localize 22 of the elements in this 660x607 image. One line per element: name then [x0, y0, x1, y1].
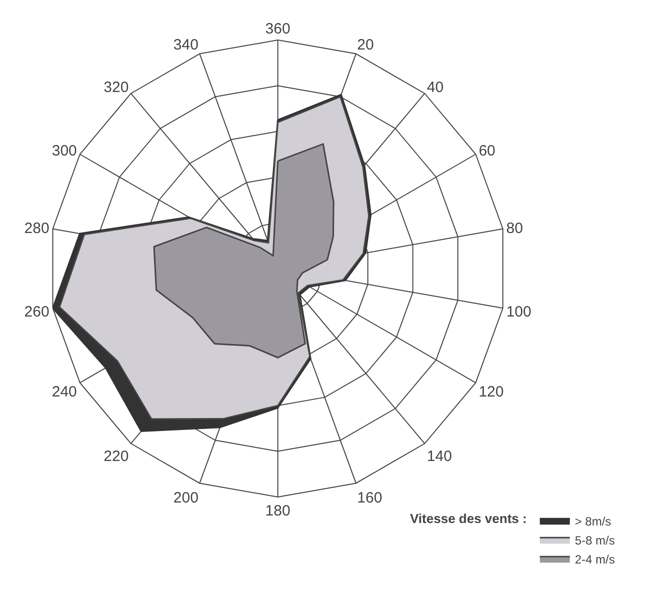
spoke-label: 260: [24, 304, 50, 321]
spoke-label: 80: [506, 220, 523, 237]
legend-label: 2-4 m/s: [574, 552, 615, 566]
spoke-label: 300: [52, 142, 77, 160]
spoke-label: 60: [478, 142, 496, 160]
spoke-label: 320: [104, 78, 129, 96]
spoke-label: 240: [52, 384, 77, 401]
spoke-label: 20: [357, 36, 374, 54]
spoke-label: 340: [173, 36, 198, 54]
spoke-label: 100: [506, 304, 532, 321]
spoke-label: 160: [357, 489, 382, 506]
spoke-label: 200: [173, 489, 198, 506]
spoke-label: 180: [265, 502, 290, 520]
legend-label: 5-8 m/s: [574, 533, 615, 548]
legend-label: > 8m/s: [574, 514, 612, 528]
spoke-label: 360: [265, 20, 290, 38]
spoke-label: 120: [478, 384, 504, 401]
legend-title: Vitesse des vents :: [410, 511, 527, 526]
spoke-label: 220: [104, 448, 129, 466]
spoke-label: 40: [426, 78, 444, 96]
spoke-label: 280: [24, 220, 50, 237]
spoke-label: 140: [426, 448, 452, 466]
